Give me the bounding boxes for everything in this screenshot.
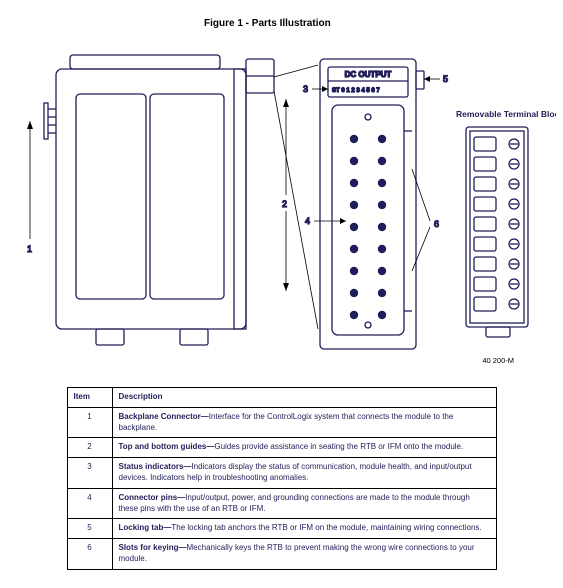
connector-pins bbox=[350, 135, 386, 319]
term: Backplane Connector— bbox=[119, 412, 209, 421]
table-row: 1 Backplane Connector—Interface for the … bbox=[67, 407, 496, 438]
cell-desc: Slots for keying—Mechanically keys the R… bbox=[112, 539, 496, 570]
cell-desc: Status indicators—Indicators display the… bbox=[112, 458, 496, 489]
term: Top and bottom guides— bbox=[119, 442, 215, 451]
callout-2: 2 bbox=[282, 199, 287, 209]
col-item: Item bbox=[67, 388, 112, 408]
cell-item: 6 bbox=[67, 539, 112, 570]
term: Status indicators— bbox=[119, 462, 192, 471]
table-row: 4 Connector pins—Input/output, power, an… bbox=[67, 488, 496, 519]
cell-item: 1 bbox=[67, 407, 112, 438]
cell-desc: Connector pins—Input/output, power, and … bbox=[112, 488, 496, 519]
callout-4: 4 bbox=[305, 216, 310, 226]
cell-item: 2 bbox=[67, 438, 112, 458]
dc-output-label: DC OUTPUT bbox=[345, 70, 392, 79]
parts-diagram: 1 2 DC OUTPUT ST 0 1 2 3 4 5 6 7 bbox=[16, 39, 556, 369]
parts-table: Item Description 1 Backplane Connector—I… bbox=[67, 387, 497, 570]
status-indicator-label: ST 0 1 2 3 4 5 6 7 bbox=[332, 88, 380, 94]
table-row: 5 Locking tab—The locking tab anchors th… bbox=[67, 519, 496, 539]
term-text: Guides provide assistance in seating the… bbox=[214, 442, 463, 451]
callout-3: 3 bbox=[303, 84, 308, 94]
cell-item: 4 bbox=[67, 488, 112, 519]
term: Locking tab— bbox=[119, 523, 172, 532]
rtb-heading: Removable Terminal Block bbox=[456, 109, 556, 119]
callout-6: 6 bbox=[434, 219, 439, 229]
module-side-view bbox=[44, 55, 274, 345]
table-header-row: Item Description bbox=[67, 388, 496, 408]
cell-item: 5 bbox=[67, 519, 112, 539]
col-desc: Description bbox=[112, 388, 496, 408]
term-text: The locking tab anchors the RTB or IFM o… bbox=[171, 523, 481, 532]
callout-1: 1 bbox=[27, 244, 32, 254]
cell-desc: Backplane Connector—Interface for the Co… bbox=[112, 407, 496, 438]
callout-5: 5 bbox=[443, 74, 448, 84]
table-row: 2 Top and bottom guides—Guides provide a… bbox=[67, 438, 496, 458]
figure-title: Figure 1 - Parts Illustration bbox=[204, 18, 547, 29]
term: Slots for keying— bbox=[119, 543, 187, 552]
table-row: 6 Slots for keying—Mechanically keys the… bbox=[67, 539, 496, 570]
removable-terminal-block bbox=[466, 127, 528, 337]
cell-item: 3 bbox=[67, 458, 112, 489]
table-row: 3 Status indicators—Indicators display t… bbox=[67, 458, 496, 489]
cell-desc: Locking tab—The locking tab anchors the … bbox=[112, 519, 496, 539]
drawing-number: 40 200-M bbox=[482, 356, 514, 365]
term: Connector pins— bbox=[119, 493, 186, 502]
cell-desc: Top and bottom guides—Guides provide ass… bbox=[112, 438, 496, 458]
module-front-view: DC OUTPUT ST 0 1 2 3 4 5 6 7 bbox=[320, 59, 424, 349]
